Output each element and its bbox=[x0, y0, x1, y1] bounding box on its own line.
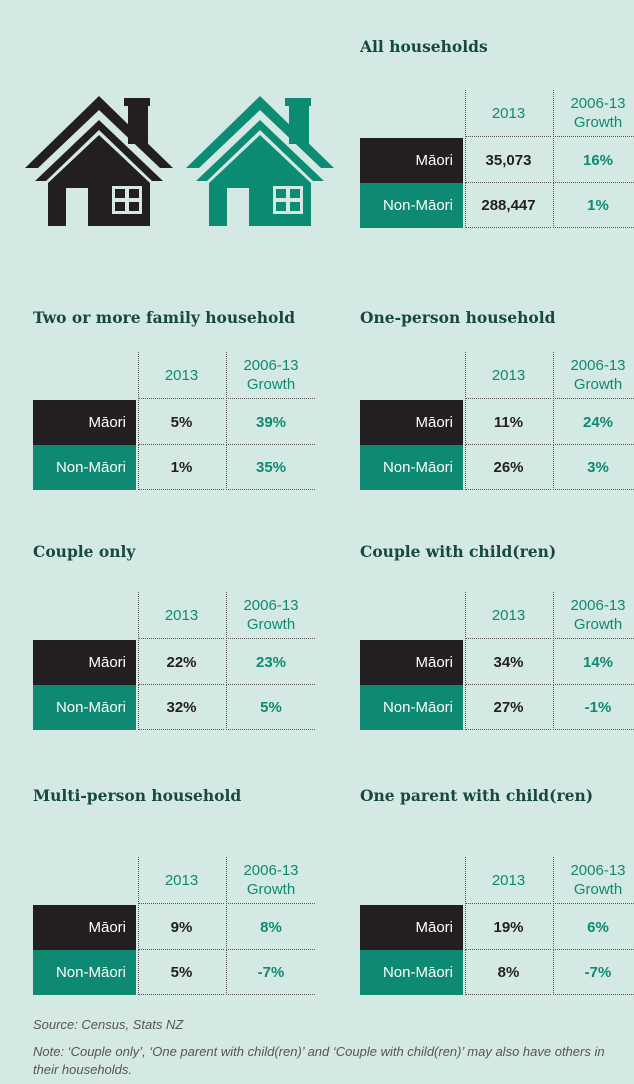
house-teal bbox=[186, 96, 334, 226]
row-label: Non-Māori bbox=[33, 685, 136, 730]
value-cell: 32% bbox=[138, 685, 224, 730]
value-cell: 26% bbox=[465, 445, 551, 490]
growth-cell: 5% bbox=[226, 685, 315, 730]
growth-cell: -7% bbox=[553, 950, 634, 995]
growth-cell: 14% bbox=[553, 640, 634, 685]
header-cell: 2013 bbox=[465, 592, 551, 639]
growth-cell: 39% bbox=[226, 400, 315, 445]
header-cell: 2013 bbox=[138, 857, 224, 904]
growth-cell: 16% bbox=[553, 138, 634, 183]
row-label: Non-Māori bbox=[360, 445, 463, 490]
row-label: Non-Māori bbox=[33, 445, 136, 490]
growth-cell: -1% bbox=[553, 685, 634, 730]
value-cell: 11% bbox=[465, 400, 551, 445]
growth-cell: 3% bbox=[553, 445, 634, 490]
header-cell: 2006-13 Growth bbox=[553, 352, 634, 399]
header-cell: 2006-13 Growth bbox=[226, 352, 315, 399]
header-cell: 2013 bbox=[138, 352, 224, 399]
value-cell: 34% bbox=[465, 640, 551, 685]
table-title: Multi-person household bbox=[33, 786, 242, 805]
value-cell: 5% bbox=[138, 950, 224, 995]
source: Source: Census, Stats NZ bbox=[33, 1017, 184, 1032]
row-label: Māori bbox=[33, 905, 136, 950]
house-black bbox=[25, 96, 173, 226]
table-title: Two or more family household bbox=[33, 308, 296, 327]
value-cell: 9% bbox=[138, 905, 224, 950]
value-cell: 288,447 bbox=[465, 183, 551, 228]
value-cell: 35,073 bbox=[465, 138, 551, 183]
row-label: Non-Māori bbox=[360, 950, 463, 995]
table-title: All households bbox=[360, 37, 488, 56]
header-cell: 2013 bbox=[138, 592, 224, 639]
header-cell: 2013 bbox=[465, 352, 551, 399]
header-cell: 2006-13 Growth bbox=[226, 592, 315, 639]
row-label: Māori bbox=[33, 400, 136, 445]
header-cell: 2006-13 Growth bbox=[226, 857, 315, 904]
table-title: One-person household bbox=[360, 308, 556, 327]
value-cell: 19% bbox=[465, 905, 551, 950]
table-title: Couple with child(ren) bbox=[360, 542, 557, 561]
growth-cell: 8% bbox=[226, 905, 315, 950]
row-label: Māori bbox=[360, 640, 463, 685]
table-title: One parent with child(ren) bbox=[360, 786, 594, 805]
growth-cell: 1% bbox=[553, 183, 634, 228]
growth-cell: 23% bbox=[226, 640, 315, 685]
value-cell: 8% bbox=[465, 950, 551, 995]
growth-cell: 24% bbox=[553, 400, 634, 445]
value-cell: 22% bbox=[138, 640, 224, 685]
header-cell: 2013 bbox=[465, 857, 551, 904]
row-label: Māori bbox=[360, 400, 463, 445]
growth-cell: 6% bbox=[553, 905, 634, 950]
header-cell: 2006-13 Growth bbox=[553, 857, 634, 904]
header-cell: 2013 bbox=[465, 90, 551, 137]
row-label: Non-Māori bbox=[360, 685, 463, 730]
header-cell: 2006-13 Growth bbox=[553, 592, 634, 639]
row-label: Māori bbox=[360, 905, 463, 950]
value-cell: 27% bbox=[465, 685, 551, 730]
row-label: Non-Māori bbox=[360, 183, 463, 228]
note: Note: ‘Couple only’, ‘One parent with ch… bbox=[33, 1044, 605, 1077]
value-cell: 5% bbox=[138, 400, 224, 445]
header-cell: 2006-13 Growth bbox=[553, 90, 634, 137]
row-label: Non-Māori bbox=[33, 950, 136, 995]
value-cell: 1% bbox=[138, 445, 224, 490]
growth-cell: -7% bbox=[226, 950, 315, 995]
house-icons bbox=[25, 96, 334, 226]
table-title: Couple only bbox=[33, 542, 136, 561]
growth-cell: 35% bbox=[226, 445, 315, 490]
row-label: Māori bbox=[360, 138, 463, 183]
row-label: Māori bbox=[33, 640, 136, 685]
